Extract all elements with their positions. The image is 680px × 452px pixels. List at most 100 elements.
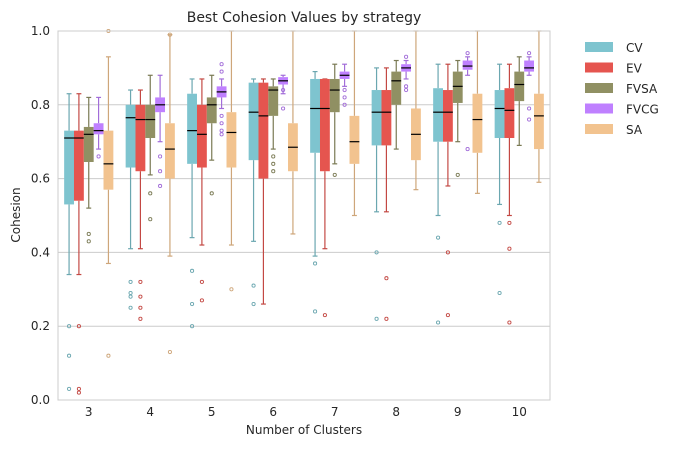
y-tick-label: 0.6 bbox=[31, 172, 50, 186]
outlier-point bbox=[271, 154, 276, 159]
box-fvcg-7 bbox=[339, 63, 350, 107]
legend-label: SA bbox=[626, 123, 643, 137]
series-ev bbox=[73, 63, 515, 395]
outlier-point bbox=[313, 309, 318, 314]
x-tick-label: 6 bbox=[269, 405, 277, 419]
box-fvsa-6 bbox=[268, 78, 279, 174]
box-fvcg-3 bbox=[93, 96, 104, 159]
outlier-point bbox=[158, 183, 163, 189]
outlier-point bbox=[436, 235, 441, 240]
series-cv bbox=[64, 63, 505, 391]
box-iqr bbox=[381, 90, 392, 146]
box-iqr bbox=[103, 130, 114, 190]
outlier-point bbox=[313, 261, 318, 266]
box-fvsa-10 bbox=[514, 56, 525, 146]
outlier-point bbox=[404, 87, 409, 93]
box-iqr bbox=[524, 60, 535, 72]
box-iqr bbox=[125, 104, 136, 168]
outlier-point bbox=[86, 239, 91, 244]
box-iqr bbox=[73, 130, 84, 201]
outlier-point bbox=[229, 287, 234, 292]
plot-area-background bbox=[58, 31, 550, 400]
legend-swatch bbox=[585, 83, 613, 93]
y-tick-label: 0.8 bbox=[31, 98, 50, 112]
outlier-point bbox=[497, 290, 502, 296]
outlier-point bbox=[219, 69, 224, 74]
outlier-point bbox=[190, 268, 195, 273]
box-cv-7 bbox=[310, 70, 320, 314]
outlier-point bbox=[167, 349, 172, 355]
outlier-point bbox=[374, 316, 379, 321]
outlier-point bbox=[199, 298, 204, 303]
series-fvsa bbox=[83, 56, 525, 244]
outlier-point bbox=[281, 87, 286, 93]
outlier-point bbox=[199, 279, 204, 284]
plot-frame bbox=[57, 30, 551, 401]
outlier-point bbox=[251, 283, 256, 288]
outlier-point bbox=[527, 117, 532, 122]
outlier-point bbox=[465, 51, 470, 56]
outlier-point bbox=[96, 154, 101, 159]
outlier-point bbox=[507, 220, 512, 225]
box-ev-7 bbox=[319, 78, 330, 318]
outlier-point bbox=[158, 169, 163, 174]
outlier-point bbox=[209, 191, 214, 196]
box-iqr bbox=[145, 104, 156, 139]
box-ev-10 bbox=[504, 63, 515, 325]
box-iqr bbox=[371, 90, 382, 146]
outlier-point bbox=[527, 51, 532, 56]
x-axis-label: Number of Clusters bbox=[246, 423, 362, 437]
outlier-point bbox=[332, 172, 337, 177]
legend: CV EV FVSA FVCG SA bbox=[585, 41, 659, 137]
box-iqr bbox=[329, 78, 340, 113]
box-ev-9 bbox=[442, 63, 453, 318]
box-iqr bbox=[165, 123, 175, 179]
outlier-point bbox=[219, 132, 224, 137]
box-iqr bbox=[64, 130, 74, 205]
y-tick-label: 0.2 bbox=[31, 319, 50, 333]
box-iqr bbox=[187, 93, 197, 164]
box-iqr bbox=[462, 60, 473, 70]
outlier-point bbox=[190, 302, 195, 307]
outlier-point bbox=[167, 32, 172, 37]
box-iqr bbox=[494, 90, 505, 139]
outlier-point bbox=[76, 386, 81, 391]
box-cv-5 bbox=[187, 78, 197, 329]
box-fvcg-4 bbox=[155, 74, 166, 189]
x-tick-label: 10 bbox=[512, 405, 527, 419]
outlier-point bbox=[404, 84, 409, 89]
box-iqr bbox=[514, 71, 525, 102]
box-iqr bbox=[442, 90, 453, 142]
box-iqr bbox=[135, 104, 146, 172]
box-ev-5 bbox=[196, 78, 207, 303]
outlier-point bbox=[138, 294, 143, 299]
box-fvsa-3 bbox=[83, 96, 94, 244]
outlier-point bbox=[128, 305, 133, 310]
chart-title: Best Cohesion Values by strategy bbox=[187, 10, 422, 26]
legend-swatch bbox=[585, 103, 613, 114]
outlier-point bbox=[106, 353, 111, 358]
legend-label: FVSA bbox=[626, 82, 658, 96]
outlier-point bbox=[67, 386, 72, 391]
outlier-point bbox=[374, 250, 379, 255]
legend-swatch bbox=[585, 62, 613, 73]
box-ev-6 bbox=[258, 78, 269, 305]
y-axis-label: Cohesion bbox=[9, 187, 23, 242]
outlier-point bbox=[271, 169, 276, 174]
legend-item-fvcg: FVCG bbox=[585, 103, 659, 117]
box-sa-3 bbox=[103, 28, 114, 358]
box-sa-4 bbox=[165, 32, 175, 355]
outlier-point bbox=[322, 313, 327, 318]
outlier-point bbox=[138, 305, 143, 310]
outlier-point bbox=[342, 102, 347, 107]
box-fvcg-6 bbox=[278, 74, 289, 111]
box-sa-6 bbox=[288, 30, 298, 235]
outlier-point bbox=[436, 320, 441, 325]
outlier-point bbox=[148, 217, 153, 222]
box-iqr bbox=[226, 112, 237, 168]
outlier-point bbox=[138, 279, 143, 284]
x-tick-label: 5 bbox=[208, 405, 216, 419]
legend-swatch bbox=[585, 42, 613, 52]
legend-label: CV bbox=[626, 41, 643, 55]
